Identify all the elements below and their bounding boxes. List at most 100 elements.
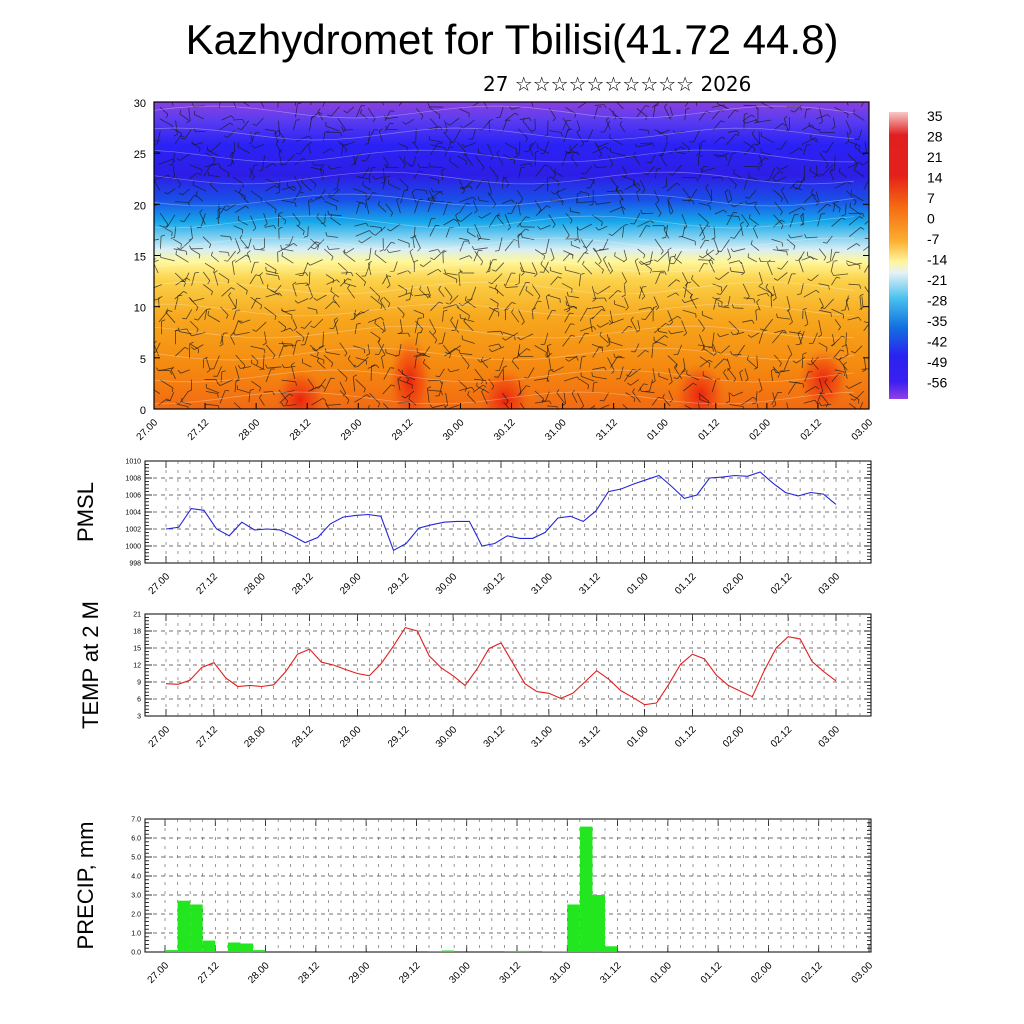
contour-lines bbox=[154, 105, 855, 405]
y-tick-label: 6 bbox=[137, 697, 141, 704]
x-tick-label: 03.00 bbox=[850, 417, 876, 443]
precip-bar bbox=[240, 943, 253, 953]
y-tick-label: 6.0 bbox=[131, 836, 141, 843]
x-tick-label: 30.12 bbox=[482, 571, 508, 597]
x-tick-label: 31.00 bbox=[548, 960, 574, 986]
y-tick-label: 10 bbox=[134, 303, 146, 315]
x-tick-label: 02.00 bbox=[749, 960, 775, 986]
x-tick-label: 29.00 bbox=[338, 571, 364, 597]
x-tick-label: 02.12 bbox=[769, 571, 795, 597]
colorbar-label: -28 bbox=[927, 293, 947, 309]
x-tick-label: 27.00 bbox=[135, 417, 161, 443]
colorbar-label: -42 bbox=[927, 334, 947, 350]
y-tick-label: 5 bbox=[140, 354, 146, 366]
x-tick-label: 27.12 bbox=[195, 724, 221, 750]
x-tick-label: 02.00 bbox=[721, 724, 747, 750]
x-tick-label: 02.00 bbox=[748, 417, 774, 443]
x-tick-label: 01.12 bbox=[673, 571, 699, 597]
precip-bar bbox=[441, 950, 455, 952]
colorbar-label: -49 bbox=[927, 354, 947, 370]
x-tick-label: 28.00 bbox=[246, 960, 272, 986]
y-tick-label: 1004 bbox=[125, 510, 141, 517]
precip-bar bbox=[227, 942, 241, 952]
x-tick-label: 28.12 bbox=[288, 417, 314, 443]
x-tick-label: 30.00 bbox=[434, 724, 460, 750]
x-tick-label: 01.00 bbox=[649, 960, 675, 986]
colorbar-label: 7 bbox=[927, 190, 935, 206]
x-tick-label: 31.12 bbox=[594, 417, 620, 443]
x-tick-label: 02.00 bbox=[721, 571, 747, 597]
y-tick-label: 25 bbox=[134, 149, 146, 161]
y-tick-label: 12 bbox=[133, 663, 141, 670]
colorbar-label: 21 bbox=[927, 149, 943, 165]
x-tick-label: 28.00 bbox=[237, 417, 263, 443]
y-tick-label: 1.0 bbox=[131, 931, 141, 938]
y-tick-label: 1010 bbox=[125, 459, 141, 466]
y-tick-label: 21 bbox=[133, 612, 141, 619]
x-tick-label: 31.00 bbox=[530, 571, 556, 597]
y-tick-label: 5.0 bbox=[131, 855, 141, 862]
y-tick-label: 3 bbox=[137, 714, 141, 721]
colorbar-label: -7 bbox=[927, 231, 940, 247]
series-line bbox=[165, 471, 837, 552]
y-tick-label: 15 bbox=[133, 646, 141, 653]
x-tick-label: 01.00 bbox=[645, 417, 671, 443]
x-tick-label: 03.00 bbox=[817, 571, 843, 597]
warm-anomaly bbox=[797, 348, 849, 409]
x-tick-label: 01.12 bbox=[673, 724, 699, 750]
x-tick-label: 28.12 bbox=[297, 960, 323, 986]
y-axis-title: TEMP at 2 M bbox=[78, 601, 103, 729]
x-tick-label: 28.12 bbox=[290, 724, 316, 750]
y-tick-label: 998 bbox=[129, 561, 141, 568]
colorbar-label: 28 bbox=[927, 129, 943, 145]
precip-bar bbox=[215, 951, 228, 952]
x-tick-label: 31.00 bbox=[543, 417, 569, 443]
colorbar-label: -56 bbox=[927, 375, 947, 391]
precip-bar bbox=[165, 950, 178, 952]
x-tick-label: 30.00 bbox=[441, 417, 467, 443]
x-tick-label: 01.00 bbox=[625, 724, 651, 750]
x-tick-label: 29.00 bbox=[347, 960, 373, 986]
precip-bar bbox=[579, 826, 593, 952]
y-tick-label: 0.0 bbox=[131, 950, 141, 957]
x-tick-label: 30.00 bbox=[434, 571, 460, 597]
x-tick-label: 29.12 bbox=[397, 960, 423, 986]
precip-bar bbox=[429, 951, 442, 952]
precip-bar bbox=[517, 950, 530, 952]
x-tick-label: 31.00 bbox=[530, 724, 556, 750]
y-tick-label: 15 bbox=[134, 252, 146, 264]
x-tick-label: 30.12 bbox=[498, 960, 524, 986]
x-tick-label: 28.00 bbox=[242, 571, 268, 597]
x-tick-label: 29.12 bbox=[390, 417, 416, 443]
y-tick-label: 3.0 bbox=[131, 893, 141, 900]
y-tick-label: 0 bbox=[140, 405, 146, 417]
y-axis-title: PMSL bbox=[73, 482, 98, 542]
warm-anomaly bbox=[479, 368, 531, 409]
x-tick-label: 30.12 bbox=[492, 417, 518, 443]
pmsl-panel: 998 1000 1002 1004 1006 1008 1010 27.00 27.12 28.… bbox=[73, 459, 872, 597]
x-tick-label: 27.12 bbox=[195, 571, 221, 597]
x-tick-label: 01.00 bbox=[625, 571, 651, 597]
x-tick-label: 02.12 bbox=[799, 417, 825, 443]
x-tick-label: 28.12 bbox=[290, 571, 316, 597]
x-tick-label: 27.12 bbox=[196, 960, 222, 986]
precip-bar bbox=[554, 951, 568, 952]
temp-panel: 3 6 9 12 15 18 21 27.00 27.12 28.00 28.12 29.00 29.1… bbox=[78, 601, 872, 750]
colorbar-label: 0 bbox=[927, 211, 935, 227]
x-tick-label: 31.12 bbox=[577, 724, 603, 750]
y-tick-label: 1006 bbox=[125, 493, 141, 500]
precip-bar bbox=[542, 951, 555, 952]
precip-bar bbox=[190, 904, 203, 952]
precip-bar bbox=[592, 895, 605, 952]
colorbar-label: 35 bbox=[927, 108, 943, 124]
precip-bar bbox=[567, 904, 580, 952]
wind-barbs bbox=[154, 102, 869, 409]
y-axis-title: PRECIP, mm bbox=[73, 822, 98, 950]
precip-bar bbox=[202, 940, 216, 952]
warm-anomaly bbox=[388, 335, 432, 409]
chart-subtitle: 27 ☆☆☆☆☆☆☆☆☆☆ 2026 bbox=[483, 72, 752, 96]
x-tick-label: 03.00 bbox=[817, 724, 843, 750]
y-tick-label: 1002 bbox=[125, 527, 141, 534]
y-tick-label: 20 bbox=[134, 200, 146, 212]
